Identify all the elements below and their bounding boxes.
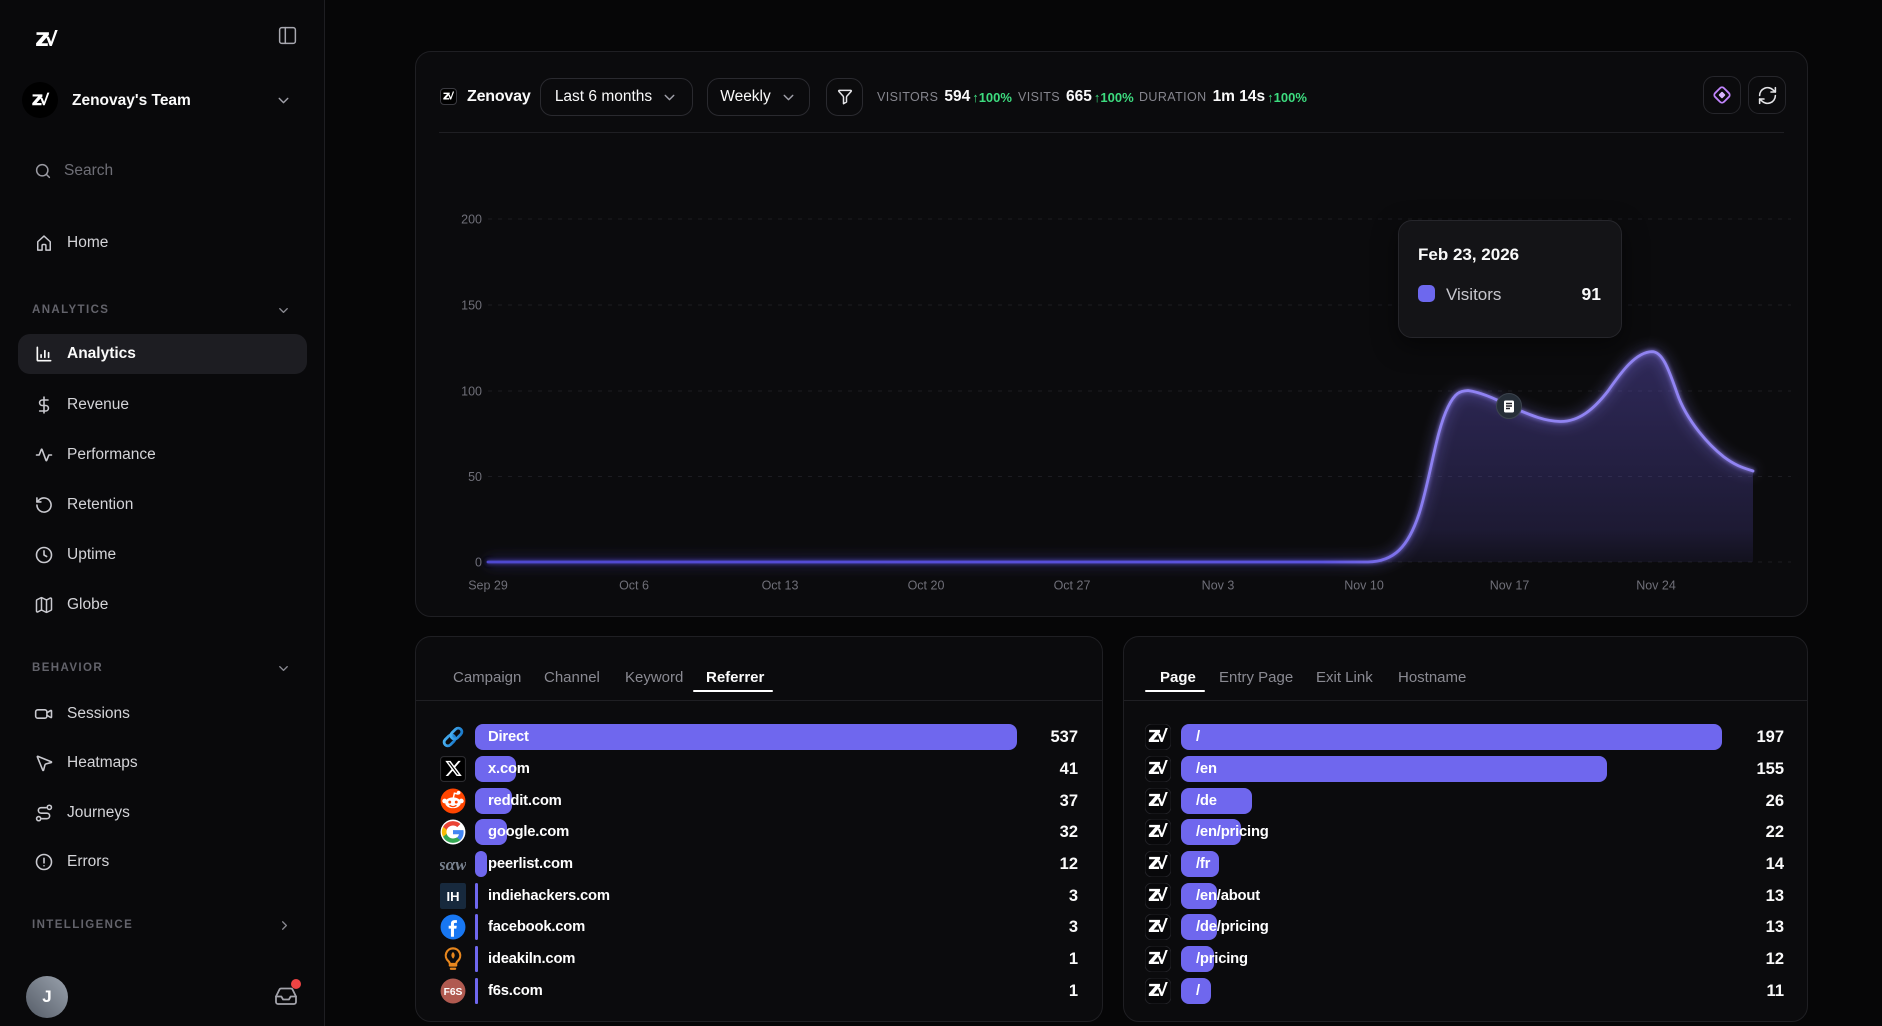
svg-text:Oct 13: Oct 13: [762, 579, 799, 593]
svg-text:100: 100: [461, 385, 482, 399]
svg-text:Nov 24: Nov 24: [1636, 579, 1676, 593]
svg-text:Nov 10: Nov 10: [1344, 579, 1384, 593]
svg-text:50: 50: [468, 470, 482, 484]
svg-text:0: 0: [475, 556, 482, 570]
svg-text:sαw: sαw: [440, 855, 466, 874]
svg-text:Oct 20: Oct 20: [908, 579, 945, 593]
svg-text:Nov 17: Nov 17: [1490, 579, 1530, 593]
svg-text:IH: IH: [447, 889, 460, 904]
svg-text:Nov 3: Nov 3: [1202, 579, 1235, 593]
svg-text:F6S: F6S: [444, 987, 463, 998]
svg-text:Sep 29: Sep 29: [468, 579, 508, 593]
svg-text:200: 200: [461, 213, 482, 227]
svg-text:Oct 27: Oct 27: [1054, 579, 1091, 593]
svg-text:Oct 6: Oct 6: [619, 579, 649, 593]
svg-text:150: 150: [461, 299, 482, 313]
